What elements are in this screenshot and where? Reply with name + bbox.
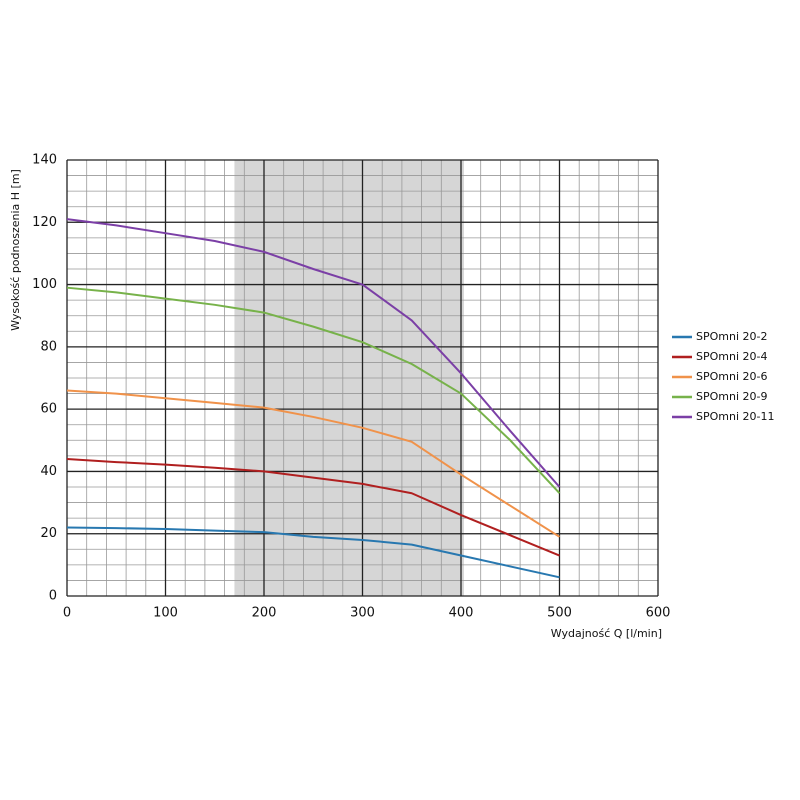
y-tick-label: 100: [32, 277, 57, 292]
y-tick-label: 40: [40, 464, 57, 479]
series-line: [66, 457, 560, 557]
series-line: [66, 526, 560, 579]
series-line: [66, 218, 561, 488]
legend-label: SPOmni 20-11: [696, 410, 774, 423]
y-tick-label: 20: [40, 526, 57, 541]
y-axis-label: Wysokość podnoszenia H [m]: [9, 169, 22, 331]
y-tick-label: 140: [32, 153, 57, 168]
x-tick-label: 200: [252, 606, 277, 621]
x-tick-label: 400: [449, 606, 474, 621]
x-tick-label: 500: [547, 606, 572, 621]
legend-label: SPOmni 20-6: [696, 370, 767, 383]
y-tick-label: 80: [40, 339, 57, 354]
y-tick-label: 120: [32, 215, 57, 230]
series-line: [66, 389, 561, 538]
legend-label: SPOmni 20-2: [696, 330, 767, 343]
x-axis-label: Wydajność Q [l/min]: [551, 627, 662, 640]
x-tick-label: 600: [646, 606, 671, 621]
x-tick-label: 300: [350, 606, 375, 621]
y-tick-label: 60: [40, 402, 57, 417]
x-tick-label: 0: [63, 606, 71, 621]
legend-label: SPOmni 20-9: [696, 390, 767, 403]
legend-label: SPOmni 20-4: [696, 350, 767, 363]
x-tick-label: 100: [153, 606, 178, 621]
y-tick-label: 0: [49, 589, 57, 604]
series-line: [66, 286, 561, 494]
